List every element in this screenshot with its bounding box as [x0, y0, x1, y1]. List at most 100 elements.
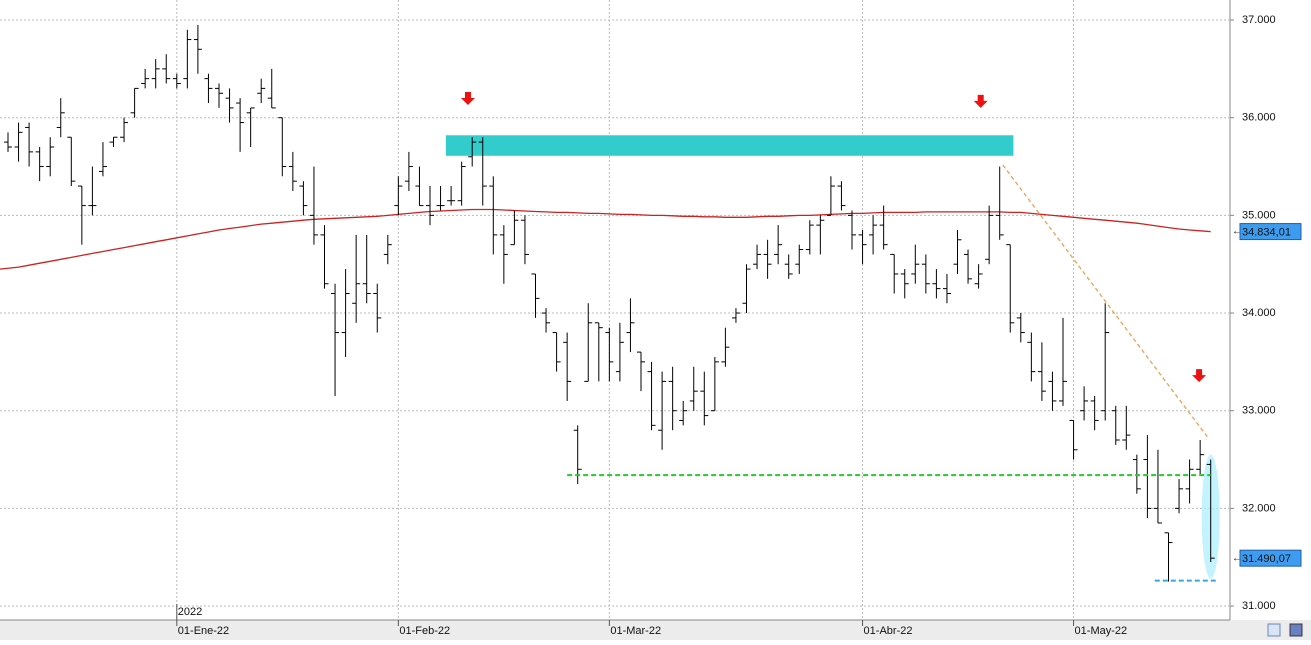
trend-line: [1002, 164, 1209, 438]
ohlc-bar: [246, 107, 255, 147]
x-tick-label: 01-Mar-22: [610, 625, 661, 637]
ohlc-bar: [869, 215, 878, 255]
ohlc-bar: [468, 137, 477, 167]
ohlc-bar: [658, 371, 667, 450]
ohlc-bar: [615, 322, 624, 382]
ohlc-bar: [1069, 419, 1078, 460]
ohlc-bar: [478, 137, 487, 206]
ohlc-bar: [67, 136, 76, 187]
ohlc-bar: [193, 24, 202, 74]
ohlc-bar: [879, 205, 888, 250]
ohlc-bar: [953, 230, 962, 274]
ohlc-bar: [605, 327, 614, 382]
ohlc-bar: [1090, 396, 1099, 431]
ohlc-bar: [784, 254, 793, 279]
y-tick-label: 32.000: [1242, 502, 1276, 514]
ohlc-bar: [1153, 449, 1162, 524]
y-tick-label: 35.000: [1242, 209, 1276, 221]
ohlc-bar: [309, 166, 318, 245]
ohlc-bar: [742, 264, 751, 314]
ohlc-bar: [563, 332, 572, 401]
ohlc-bar: [162, 54, 171, 84]
ohlc-bar: [974, 264, 983, 289]
ohlc-bar: [1037, 342, 1046, 401]
ohlc-bar: [1101, 303, 1110, 421]
x-axis-band: [0, 620, 1311, 640]
ohlc-bar: [457, 161, 466, 206]
ohlc-bar: [837, 181, 846, 211]
ohlc-bar: [204, 73, 213, 104]
ohlc-bar: [774, 225, 783, 265]
price-pointer: ←: [1232, 226, 1242, 237]
ohlc-bar: [900, 269, 909, 299]
ohlc-bar: [637, 351, 645, 392]
ohlc-bar: [721, 327, 730, 367]
ohlc-bar: [710, 356, 719, 412]
y-tick-label: 37.000: [1242, 14, 1276, 26]
ohlc-bar: [46, 137, 55, 177]
ohlc-bar: [510, 210, 519, 246]
ohlc-bar: [668, 366, 677, 431]
ohlc-bar: [362, 234, 371, 304]
ohlc-bar: [647, 361, 656, 431]
ohlc-bar: [77, 185, 86, 245]
ohlc-bar: [1122, 405, 1131, 450]
y-tick-label: 33.000: [1242, 405, 1276, 417]
icon[interactable]: [1267, 623, 1281, 637]
ohlc-bar: [352, 234, 361, 323]
ohlc-bar: [341, 269, 350, 357]
ohlc-bar: [816, 215, 825, 255]
ohlc-bar: [985, 205, 994, 265]
ohlc-bar: [594, 322, 603, 382]
ohlc-bar: [964, 249, 973, 284]
ma-last-label-box: [1239, 223, 1302, 241]
ohlc-bar: [689, 366, 698, 411]
ohlc-bar: [373, 283, 382, 333]
ohlc-bar: [130, 87, 139, 118]
ohlc-bar: [120, 117, 129, 143]
ohlc-bar: [531, 273, 540, 318]
ohlc-bar: [299, 181, 308, 216]
ohlc-bar: [1164, 532, 1173, 582]
ohlc-bar: [826, 176, 835, 216]
ohlc-bar: [436, 186, 445, 211]
ohlc-bar: [1059, 317, 1067, 406]
ohlc-bar: [1006, 244, 1015, 333]
ohlc-bar: [172, 73, 181, 89]
ohlc-bar: [679, 400, 688, 426]
close-last-label-box: [1239, 549, 1302, 567]
ohlc-bar: [215, 83, 223, 108]
ohlc-bar: [183, 29, 192, 89]
ohlc-bar: [394, 176, 403, 216]
icon[interactable]: [1289, 623, 1303, 637]
moving-average-line: [0, 208, 1211, 270]
ohlc-bar: [4, 132, 12, 152]
ohlc-bar: [151, 59, 160, 89]
ohlc-bar: [1111, 405, 1120, 445]
ohlc-bar: [1048, 371, 1057, 411]
year-label: 2022: [178, 606, 202, 618]
ohlc-bar: [942, 273, 951, 304]
ohlc-bar: [267, 68, 276, 109]
ohlc-bar: [489, 176, 498, 255]
ohlc-bar: [848, 210, 856, 250]
ohlc-bar: [520, 215, 529, 265]
ohlc-bar: [98, 142, 107, 177]
ohlc-bar: [499, 225, 508, 284]
ohlc-bar: [331, 283, 340, 397]
ohlc-bar: [236, 98, 245, 152]
ohlc-bar: [753, 244, 762, 270]
ohlc-bar: [584, 303, 593, 382]
ohlc-bar: [763, 239, 772, 279]
y-tick-label: 36.000: [1242, 112, 1276, 124]
price-pointer: ←: [1232, 553, 1242, 564]
ohlc-bar: [426, 186, 434, 226]
ohlc-bar: [1175, 479, 1184, 514]
ohlc-bar: [921, 254, 930, 294]
ohlc-bar: [56, 98, 65, 138]
ohlc-bar: [447, 186, 456, 206]
resistance-zone: [445, 135, 1014, 156]
ohlc-bar: [383, 234, 392, 265]
